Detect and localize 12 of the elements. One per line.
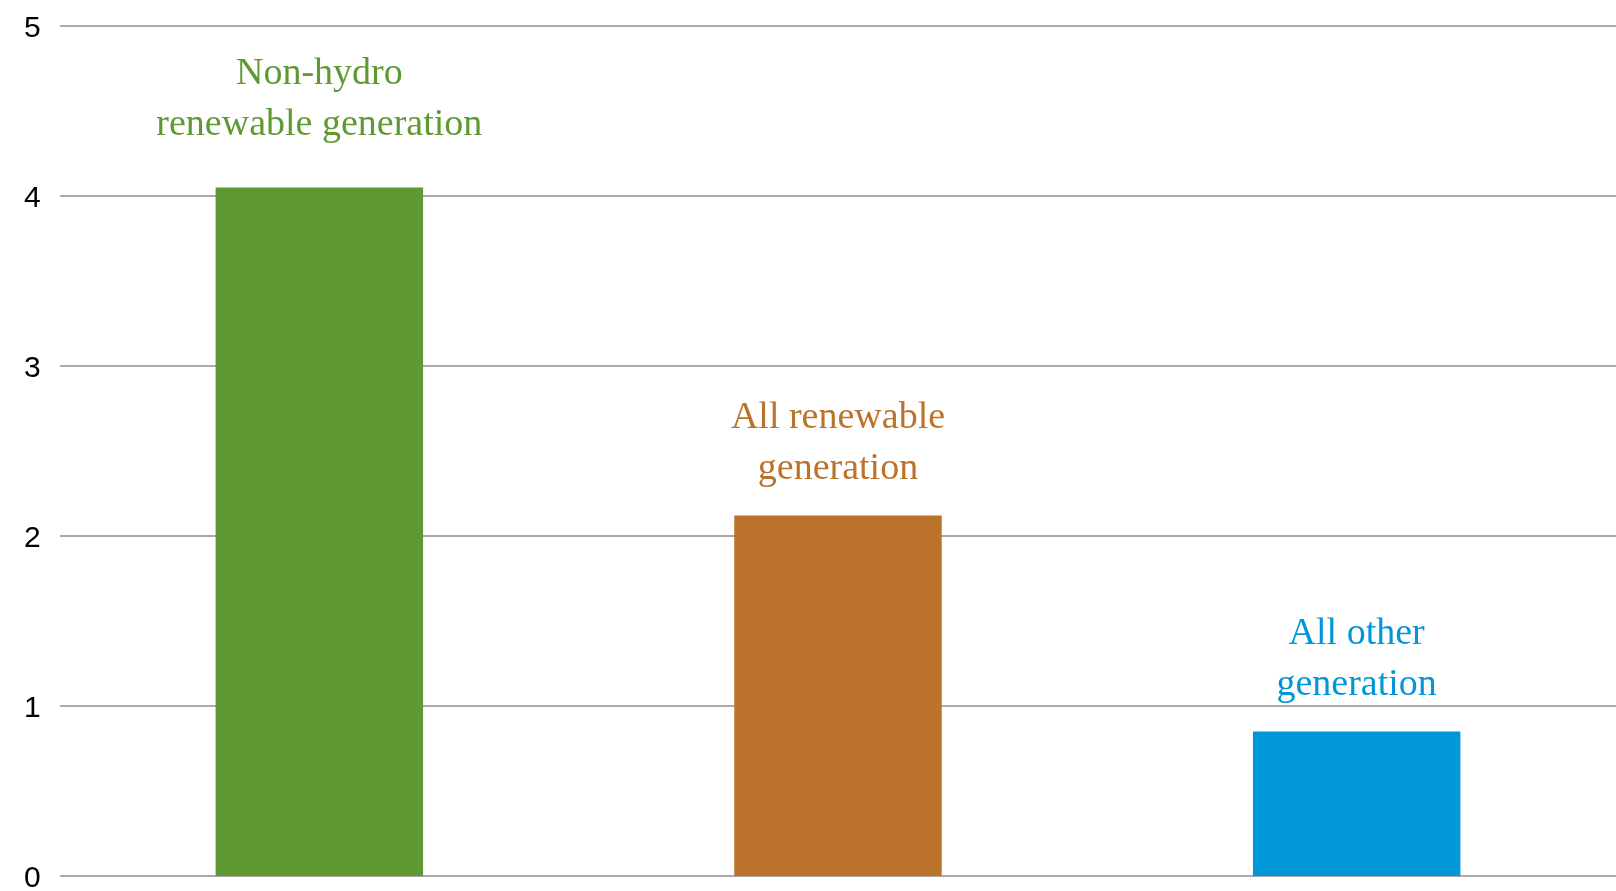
y-tick-label: 3 [24,349,41,383]
y-tick-label: 5 [24,9,41,43]
bar [215,187,424,876]
x-tick-label: All other generation [1276,610,1437,703]
y-tick-label: 1 [24,689,41,723]
y-tick-label: 4 [24,179,41,213]
bar [1252,731,1461,876]
x-tick-label: All renewable generation [730,394,946,488]
y-tick-label: 0 [24,859,41,891]
x-tick-label: Non-hydro renewable generation [156,50,483,143]
bar [734,515,942,876]
y-tick-label: 2 [24,519,41,553]
